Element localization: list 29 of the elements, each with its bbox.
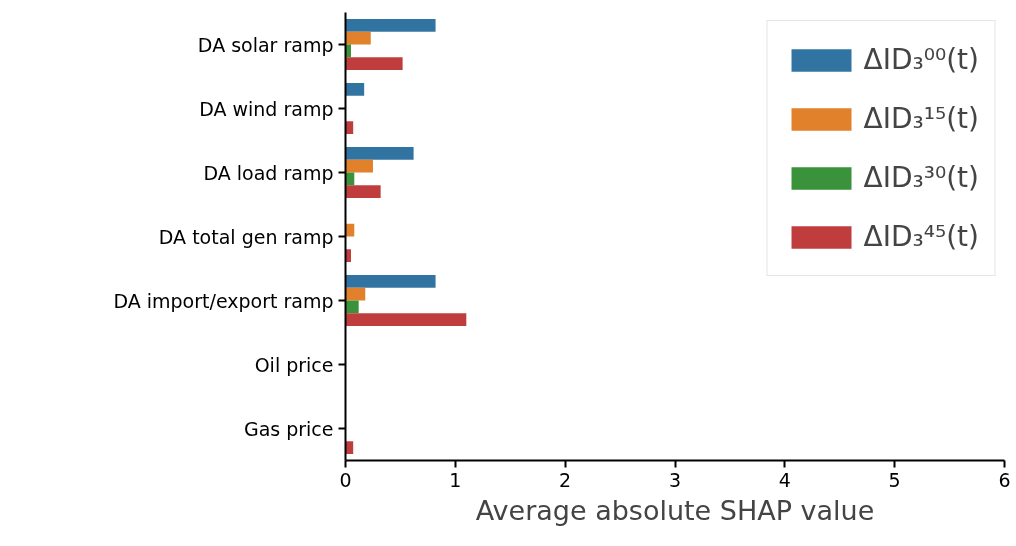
- x-tick-label: 1: [449, 468, 462, 491]
- x-tick-label: 3: [668, 468, 682, 491]
- bar: [345, 185, 381, 199]
- legend-label: ΔID₃¹⁵(t): [863, 101, 979, 137]
- x-tick-label: 0: [339, 468, 352, 491]
- y-tick-label: DA import/export ramp: [113, 289, 334, 312]
- x-tick-label: 2: [559, 468, 572, 491]
- bar: [345, 57, 403, 71]
- x-tick-label: 6: [998, 468, 1011, 491]
- x-tick-label: 4: [778, 468, 791, 491]
- bar: [345, 82, 365, 96]
- bar: [345, 313, 467, 327]
- bar: [345, 31, 371, 45]
- legend-label: ΔID₃³⁰(t): [863, 160, 979, 196]
- y-tick-label: DA wind ramp: [199, 97, 334, 120]
- bar: [345, 146, 414, 160]
- y-tick-label: DA load ramp: [203, 161, 334, 184]
- bar: [345, 287, 366, 301]
- y-tick-label: DA solar ramp: [197, 33, 334, 56]
- y-tick-label: DA total gen ramp: [158, 225, 334, 248]
- y-tick-label: Oil price: [254, 353, 334, 376]
- bar: [345, 274, 436, 288]
- x-tick-label: 5: [888, 468, 901, 491]
- y-tick-label: Gas price: [243, 417, 334, 440]
- bar: [345, 18, 436, 32]
- legend-label: ΔID₃⁰⁰(t): [863, 42, 979, 78]
- x-axis-title: Average absolute SHAP value: [475, 494, 875, 526]
- legend-label: ΔID₃⁴⁵(t): [863, 219, 979, 255]
- bar: [345, 159, 373, 173]
